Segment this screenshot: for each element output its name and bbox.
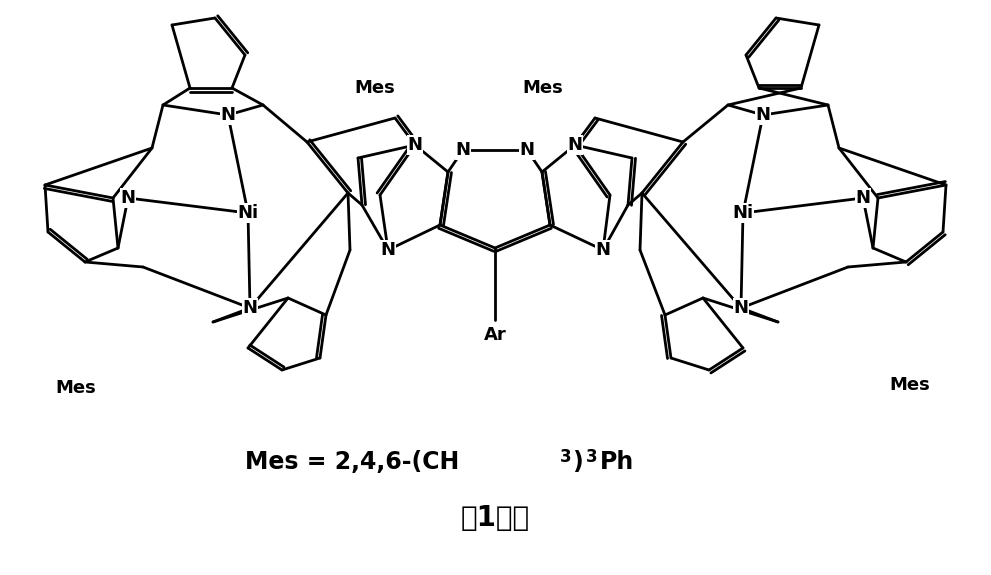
Text: N: N (755, 106, 770, 124)
Text: N: N (121, 189, 136, 207)
Text: N: N (407, 136, 422, 154)
Text: N: N (519, 141, 534, 159)
Text: N: N (855, 189, 870, 207)
Text: N: N (733, 299, 748, 317)
Text: ): ) (572, 450, 583, 474)
Text: Mes: Mes (522, 79, 563, 97)
Text: Ni: Ni (238, 204, 259, 222)
Text: Ph: Ph (600, 450, 634, 474)
Text: 3: 3 (586, 448, 598, 466)
Text: Ni: Ni (732, 204, 753, 222)
Text: N: N (596, 241, 610, 259)
Text: Mes: Mes (889, 376, 930, 394)
Text: Mes: Mes (355, 79, 395, 97)
Text: N: N (243, 299, 258, 317)
Text: Mes = 2,4,6-(CH: Mes = 2,4,6-(CH (245, 450, 459, 474)
Text: （1）；: （1）； (461, 504, 529, 532)
Text: Ar: Ar (484, 326, 506, 344)
Text: N: N (381, 241, 395, 259)
Text: N: N (568, 136, 583, 154)
Text: 3: 3 (560, 448, 572, 466)
Text: N: N (221, 106, 236, 124)
Text: Mes: Mes (55, 379, 96, 397)
Text: N: N (456, 141, 471, 159)
